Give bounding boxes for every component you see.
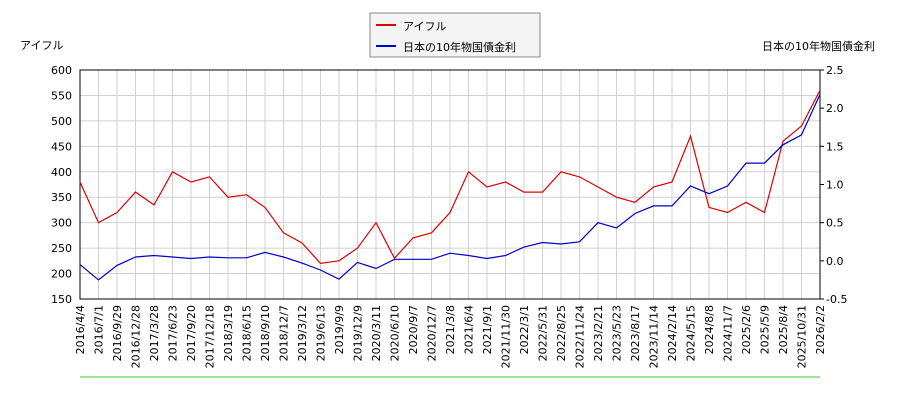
y-tick-label: 500 bbox=[51, 115, 72, 128]
x-tick-label: 2019/9/9 bbox=[333, 305, 346, 354]
x-tick-label: 2026/2/2 bbox=[814, 305, 827, 354]
x-tick-label: 2017/3/28 bbox=[148, 305, 161, 361]
x-tick-label: 2025/2/6 bbox=[740, 305, 753, 354]
x-tick-label: 2025/10/31 bbox=[796, 305, 809, 368]
y-tick-label: 550 bbox=[51, 89, 72, 102]
y2-tick-label: 1.5 bbox=[826, 140, 844, 153]
y-tick-label: 200 bbox=[51, 268, 72, 281]
x-tick-label: 2018/12/7 bbox=[278, 305, 291, 361]
x-tick-label: 2022/3/1 bbox=[518, 305, 531, 354]
x-tick-label: 2024/2/14 bbox=[666, 305, 679, 361]
x-tick-label: 2019/12/9 bbox=[352, 305, 365, 361]
y2-tick-label: 2.0 bbox=[826, 102, 844, 115]
x-tick-label: 2021/6/4 bbox=[463, 305, 476, 354]
y2-tick-label: 2.5 bbox=[826, 64, 844, 77]
x-tick-label: 2018/6/15 bbox=[241, 305, 254, 361]
x-tick-label: 2022/5/31 bbox=[537, 305, 550, 361]
x-tick-label: 2022/11/24 bbox=[574, 305, 587, 368]
y2-tick-label: 1.0 bbox=[826, 179, 844, 192]
y-tick-label: 600 bbox=[51, 64, 72, 77]
x-tick-label: 2017/6/23 bbox=[167, 305, 180, 361]
x-tick-label: 2020/12/7 bbox=[426, 305, 439, 361]
x-tick-label: 2019/6/13 bbox=[315, 305, 328, 361]
y-tick-label: 350 bbox=[51, 191, 72, 204]
y-tick-label: 300 bbox=[51, 217, 72, 230]
x-tick-label: 2022/8/25 bbox=[555, 305, 568, 361]
x-tick-label: 2020/6/10 bbox=[389, 305, 402, 361]
legend-label: 日本の10年物国債金利 bbox=[403, 40, 516, 54]
x-tick-label: 2023/5/23 bbox=[611, 305, 624, 361]
x-tick-label: 2024/5/15 bbox=[685, 305, 698, 361]
x-tick-label: 2016/7/1 bbox=[93, 305, 106, 354]
y-axis-label: アイフル bbox=[20, 39, 63, 52]
y2-tick-label: 0.0 bbox=[826, 255, 844, 268]
x-tick-label: 2024/8/8 bbox=[703, 305, 716, 354]
y2-axis-label: 日本の10年物国債金利 bbox=[762, 39, 875, 53]
x-tick-label: 2020/9/7 bbox=[407, 305, 420, 354]
x-tick-label: 2017/9/20 bbox=[185, 305, 198, 361]
x-tick-label: 2021/11/30 bbox=[500, 305, 513, 368]
x-tick-label: 2021/3/8 bbox=[444, 305, 457, 354]
x-tick-label: 2016/9/29 bbox=[111, 305, 124, 361]
y-tick-label: 150 bbox=[51, 293, 72, 306]
y-tick-label: 250 bbox=[51, 242, 72, 255]
x-tick-label: 2018/3/19 bbox=[222, 305, 235, 361]
series-line bbox=[79, 90, 821, 265]
x-tick-label: 2023/2/21 bbox=[592, 305, 605, 361]
y-tick-label: 450 bbox=[51, 140, 72, 153]
legend-label: アイフル bbox=[403, 20, 446, 33]
x-tick-label: 2016/12/28 bbox=[130, 305, 143, 368]
series-line bbox=[79, 94, 821, 281]
x-tick-label: 2023/11/14 bbox=[648, 305, 661, 368]
x-tick-label: 2020/3/11 bbox=[370, 305, 383, 361]
legend-box bbox=[369, 12, 541, 58]
x-tick-label: 2021/9/1 bbox=[481, 305, 494, 354]
x-tick-label: 2016/4/4 bbox=[74, 305, 87, 354]
x-tick-label: 2024/11/7 bbox=[722, 305, 735, 361]
y-tick-label: 400 bbox=[51, 166, 72, 179]
x-tick-label: 2018/9/10 bbox=[259, 305, 272, 361]
x-tick-label: 2019/3/12 bbox=[296, 305, 309, 361]
x-tick-label: 2025/8/4 bbox=[777, 305, 790, 354]
x-tick-label: 2025/5/9 bbox=[759, 305, 772, 354]
y2-tick-label: 0.5 bbox=[826, 217, 844, 230]
y2-tick-label: -0.5 bbox=[826, 293, 847, 306]
plot-frame bbox=[79, 69, 821, 300]
x-tick-label: 2023/8/17 bbox=[629, 305, 642, 361]
x-tick-label: 2017/12/18 bbox=[204, 305, 217, 368]
